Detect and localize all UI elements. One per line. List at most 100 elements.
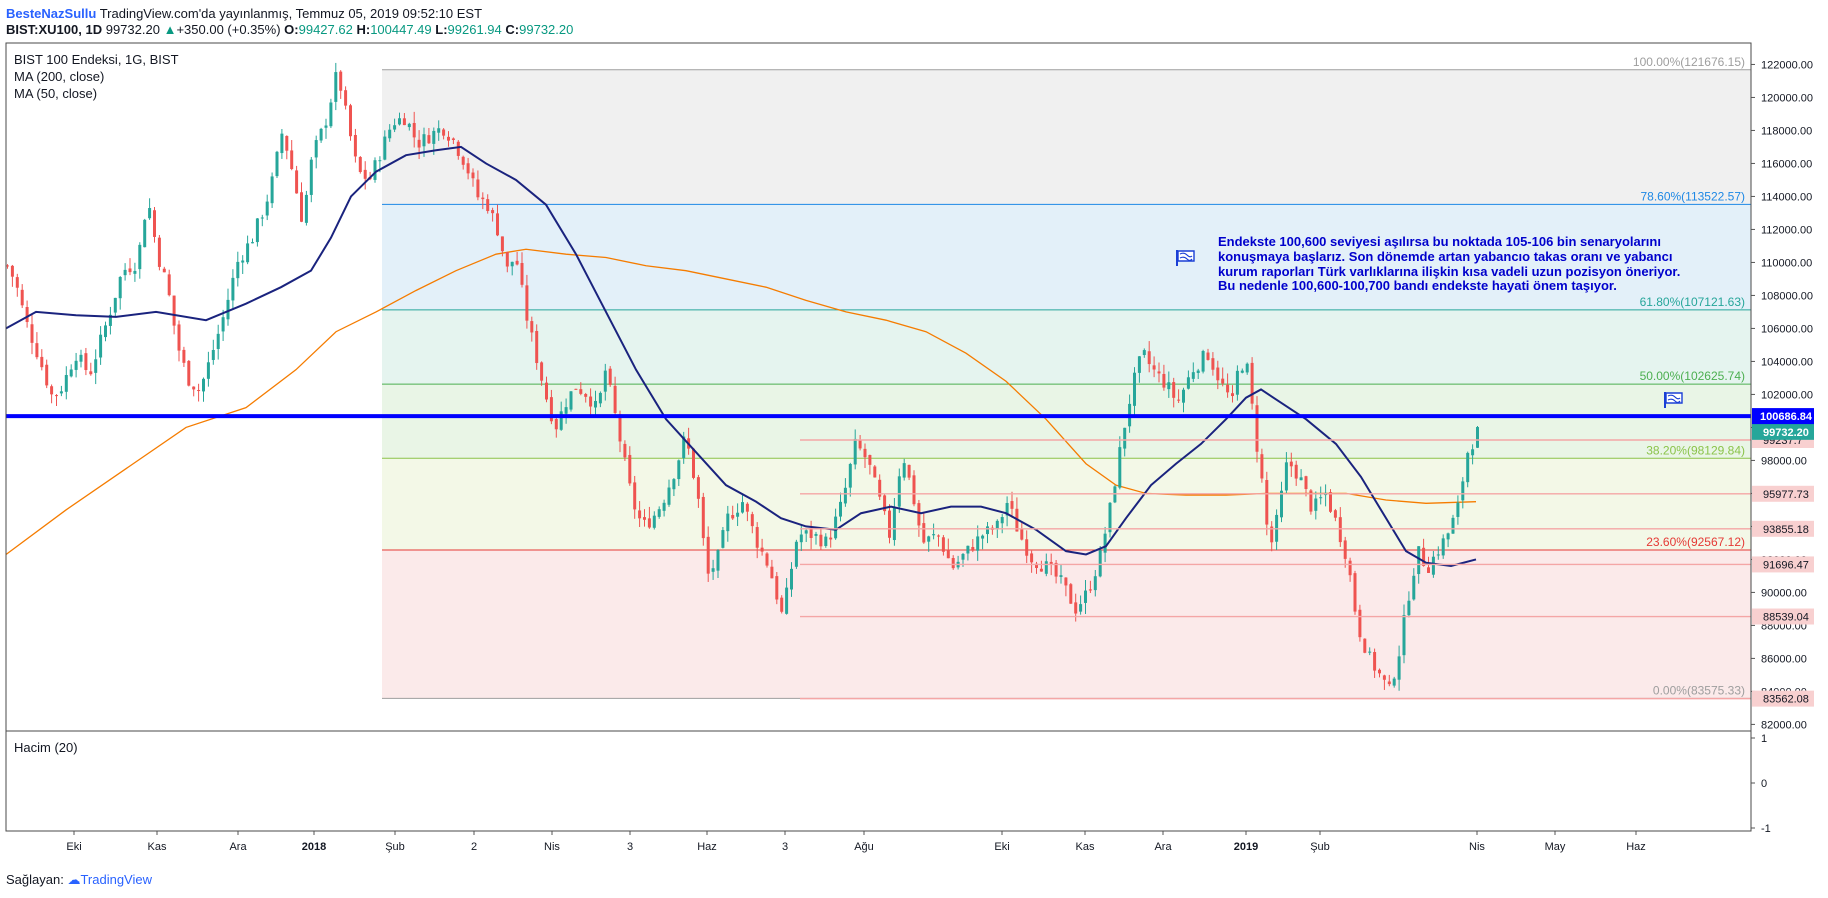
volume-tick-label: 0 <box>1761 778 1767 790</box>
candle-body <box>104 325 107 338</box>
fib-band <box>382 458 1751 551</box>
candle-body <box>1436 554 1440 556</box>
price-tick-label: 120000.00 <box>1761 92 1813 104</box>
candle-body <box>123 269 127 276</box>
price-tick-label: 86000.00 <box>1761 653 1807 665</box>
candle-body <box>922 523 926 543</box>
annotation-note[interactable]: Endekste 100,600 seviyesi aşılırsa bu no… <box>1218 234 1680 293</box>
candle-body <box>500 236 504 252</box>
candle-body <box>858 440 862 449</box>
candle-body <box>486 199 490 212</box>
time-axis[interactable]: Eki Kas Ara 2018 Şub 2 Nis 3 Haz 3 Ağu Eki Kas Ara 201… <box>66 831 1646 853</box>
candle-body <box>1382 675 1386 680</box>
candle-body <box>643 517 646 520</box>
time-tick-label: 2018 <box>302 841 326 853</box>
time-tick-label: Eki <box>66 841 81 853</box>
candle-body <box>535 330 539 364</box>
close-value: 99732.20 <box>519 22 574 37</box>
candle-body <box>314 140 318 158</box>
candle-body <box>461 156 465 165</box>
candle-body <box>633 482 637 510</box>
candle-body <box>319 128 323 141</box>
candle-body <box>1314 498 1318 511</box>
candle-body <box>1427 567 1430 573</box>
candle-body <box>398 118 401 125</box>
candle-body <box>594 400 597 408</box>
candle-body <box>309 159 313 195</box>
price-axis[interactable]: 82000.0084000.0086000.0088000.0090000.00… <box>1751 59 1814 835</box>
candle-body <box>1044 561 1048 574</box>
candle-body <box>167 274 171 296</box>
candle-body <box>442 129 446 136</box>
levels-group <box>6 414 1751 700</box>
candle-body <box>1147 351 1151 365</box>
candle-body <box>824 536 828 546</box>
ma200-legend: MA (200, close) <box>14 69 104 84</box>
candle-body <box>809 528 813 538</box>
fib-level-label: 78.60%(113522.57) <box>1640 189 1745 203</box>
candle-body <box>1226 384 1230 393</box>
candle-body <box>1338 517 1342 543</box>
candle-body <box>1030 553 1034 563</box>
time-tick-label: 3 <box>782 841 788 853</box>
candle-body <box>1270 526 1274 543</box>
candle-body <box>265 201 269 216</box>
candle-body <box>1363 638 1367 653</box>
candle-body <box>206 362 210 379</box>
ma200-line <box>5 248 1477 555</box>
candle-body <box>1397 656 1401 680</box>
candle-body <box>1010 501 1014 509</box>
candle-body <box>731 515 735 519</box>
support-price-tag <box>1752 608 1814 625</box>
fib-band <box>382 550 1751 699</box>
candle-body <box>50 386 54 395</box>
candle-body <box>794 541 798 567</box>
price-tick-label: 106000.00 <box>1761 323 1813 335</box>
candle-body <box>1074 602 1078 614</box>
candle-body <box>589 396 593 407</box>
candle-body <box>40 356 44 368</box>
candle-body <box>843 487 847 504</box>
candle-body <box>946 549 950 559</box>
candle-body <box>1035 563 1038 568</box>
candle-body <box>1137 356 1141 373</box>
candle-body <box>638 510 642 519</box>
low-value: 99261.94 <box>447 22 502 37</box>
candle-body <box>598 392 602 404</box>
candle-body <box>35 343 39 358</box>
support-price-tag <box>1752 690 1814 707</box>
candle-body <box>1201 351 1205 372</box>
candle-body <box>623 443 627 458</box>
candle-body <box>662 502 666 511</box>
last-price-tag <box>1752 423 1814 440</box>
tradingview-logo-icon[interactable]: ☁ <box>67 872 81 887</box>
candle-body <box>157 237 161 267</box>
candle-body <box>1250 362 1254 404</box>
candle-body <box>829 537 833 540</box>
tradingview-link[interactable]: TradingView <box>80 872 152 887</box>
candle-body <box>383 136 387 160</box>
time-tick-label: May <box>1545 841 1566 853</box>
up-triangle-icon: ▲ <box>163 22 177 37</box>
author-link[interactable]: BesteNazSullu <box>6 6 97 21</box>
candle-body <box>1240 370 1244 373</box>
candle-body <box>1084 590 1087 603</box>
candle-body <box>1255 405 1259 452</box>
candle-body <box>1456 502 1460 517</box>
candle-body <box>437 128 441 133</box>
time-tick-label: Nis <box>544 841 560 853</box>
support-price-label: 83562.08 <box>1763 694 1809 706</box>
candle-body <box>545 382 548 400</box>
candle-body <box>647 518 651 528</box>
candle-body <box>251 242 254 244</box>
time-tick-label: Kas <box>148 841 167 853</box>
candle-body <box>221 317 225 332</box>
candle-body <box>559 411 563 430</box>
candle-body <box>1309 490 1313 512</box>
candle-body <box>716 550 720 571</box>
candle-body <box>564 407 568 414</box>
candle-body <box>1446 533 1450 540</box>
candle-body <box>59 391 63 394</box>
candle-body <box>839 501 842 517</box>
